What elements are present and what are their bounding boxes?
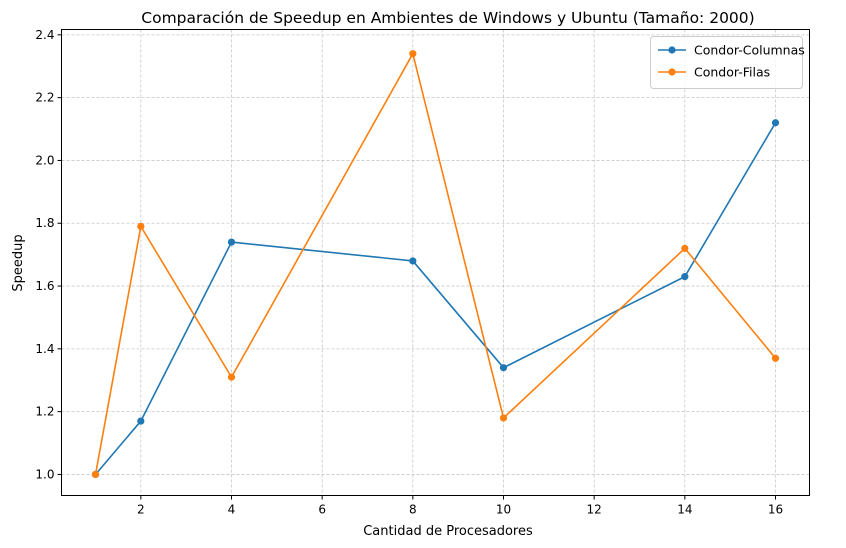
legend-marker [668, 68, 676, 76]
x-tick-label: 12 [587, 503, 602, 517]
legend-marker [668, 46, 676, 54]
y-tick-label: 1.0 [35, 467, 54, 481]
x-tick-label: 14 [677, 503, 692, 517]
x-tick-label: 4 [228, 503, 236, 517]
data-point-condor-filas [227, 373, 236, 381]
series-condor-filas [91, 50, 780, 479]
y-axis-label: Speedup [11, 234, 26, 291]
data-point-condor-filas [137, 222, 145, 230]
y-tick-label: 1.4 [35, 342, 54, 356]
x-tick-label: 6 [318, 503, 326, 517]
y-tick-label: 2.2 [35, 91, 54, 105]
data-point-condor-filas [681, 244, 689, 252]
x-axis-ticks: 2 4 6 8 10 12 14 16 [137, 495, 783, 517]
legend-label: Condor-Columnas [694, 43, 805, 58]
y-axis-ticks: 1.0 1.2 1.4 1.6 1.8 2.0 2.2 2.4 [35, 28, 62, 481]
y-tick-label: 1.2 [35, 405, 54, 419]
x-tick-label: 16 [768, 503, 783, 517]
x-tick-label: 2 [137, 503, 145, 517]
x-axis-label: Cantidad de Procesadores [363, 524, 533, 539]
legend-label: Condor-Filas [694, 65, 770, 80]
data-point-condor-columnas [499, 364, 508, 372]
series-layer [91, 50, 780, 479]
legend: Condor-Columnas Condor-Filas [650, 36, 805, 89]
plot-area-frame [61, 29, 810, 496]
legend-entry-condor-columnas: Condor-Columnas [658, 43, 805, 58]
data-point-condor-filas [771, 354, 780, 362]
data-point-condor-columnas [771, 119, 780, 127]
y-tick-label: 1.8 [35, 216, 54, 230]
data-point-condor-columnas [137, 417, 145, 425]
data-point-condor-columnas [681, 273, 689, 281]
y-tick-label: 2.0 [35, 153, 54, 167]
data-point-condor-filas [409, 50, 417, 58]
legend-items: Condor-Columnas Condor-Filas [658, 43, 805, 80]
y-tick-label: 2.4 [35, 28, 54, 42]
data-point-condor-columnas [227, 238, 236, 246]
x-tick-label: 8 [409, 503, 417, 517]
data-point-condor-columnas [409, 257, 417, 265]
data-point-condor-filas [91, 470, 100, 479]
x-tick-label: 10 [496, 503, 511, 517]
data-point-condor-filas [499, 414, 508, 422]
legend-entry-condor-filas: Condor-Filas [658, 65, 770, 80]
chart-title: Comparación de Speedup en Ambientes de W… [141, 9, 754, 27]
y-tick-label: 1.6 [35, 279, 54, 293]
legend-box [650, 36, 803, 89]
